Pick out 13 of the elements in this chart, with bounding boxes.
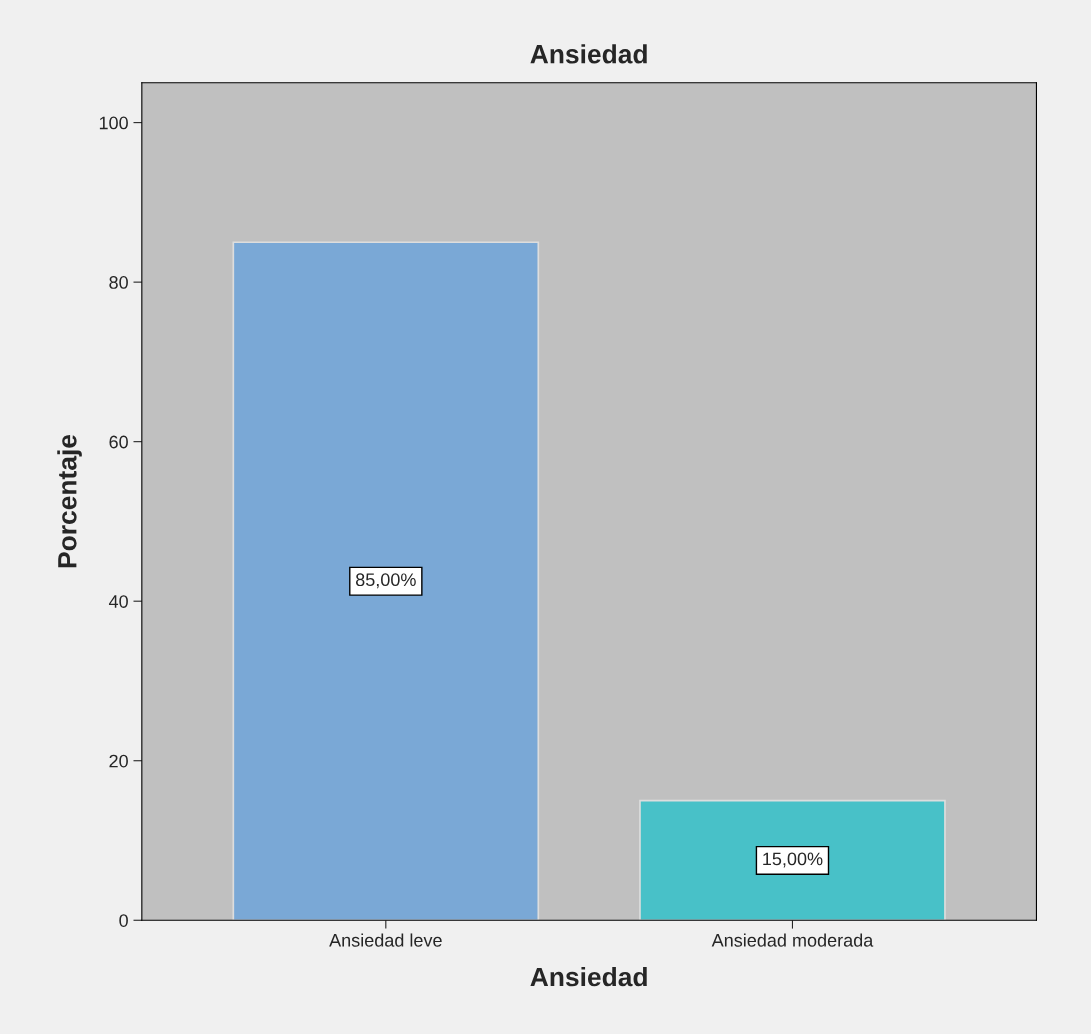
y-tick-label: 80 bbox=[109, 276, 128, 289]
x-axis-title: Ansiedad bbox=[530, 966, 647, 987]
y-tick-label: 20 bbox=[109, 754, 128, 768]
data-label: 15,00% bbox=[763, 852, 823, 868]
x-tick-label: Ansiedad moderada bbox=[711, 933, 874, 947]
data-label: 85,00% bbox=[355, 573, 416, 589]
y-tick-label: 40 bbox=[108, 595, 128, 608]
y-tick-label: 60 bbox=[109, 435, 128, 449]
chart-title: Ansiedad bbox=[530, 44, 647, 64]
y-tick-label: 100 bbox=[99, 116, 128, 130]
y-axis-title: Porcentaje bbox=[57, 434, 82, 568]
x-tick-label: Ansiedad leve bbox=[329, 933, 442, 947]
y-tick-label: 0 bbox=[119, 914, 128, 927]
